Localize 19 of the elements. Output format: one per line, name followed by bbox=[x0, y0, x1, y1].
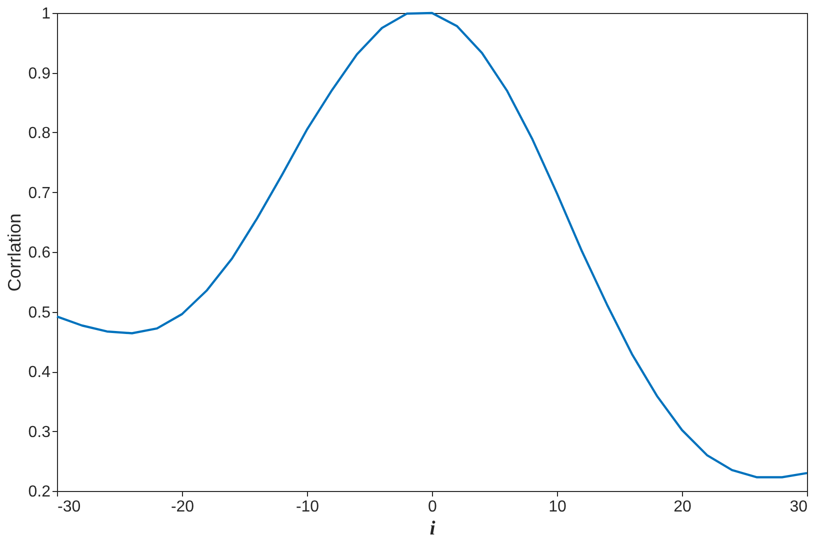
x-tick-label: -10 bbox=[296, 498, 320, 516]
y-tick-label: 0.8 bbox=[28, 125, 51, 142]
y-tick-label: 1 bbox=[42, 6, 51, 22]
x-tick-label: 0 bbox=[428, 498, 438, 516]
y-tick-label: 0.4 bbox=[28, 364, 51, 381]
x-tick-label: -30 bbox=[58, 498, 81, 516]
y-tick-label: 0.3 bbox=[28, 424, 51, 441]
y-tick-label: 0.6 bbox=[28, 244, 51, 262]
line-series bbox=[56, 12, 808, 478]
y-axis-title: Corrlation bbox=[4, 213, 24, 292]
y-tick-label: 0.7 bbox=[28, 184, 51, 202]
x-tick-label: 30 bbox=[790, 498, 808, 516]
y-tick-label: 0.9 bbox=[28, 65, 51, 82]
x-tick-label: 20 bbox=[674, 498, 692, 516]
y-tick-label: 0.2 bbox=[28, 484, 51, 500]
y-tick-label: 0.5 bbox=[28, 304, 51, 322]
x-axis-title: i bbox=[430, 518, 436, 540]
x-tick-label: 10 bbox=[548, 498, 566, 516]
x-tick-label: -20 bbox=[170, 498, 194, 516]
